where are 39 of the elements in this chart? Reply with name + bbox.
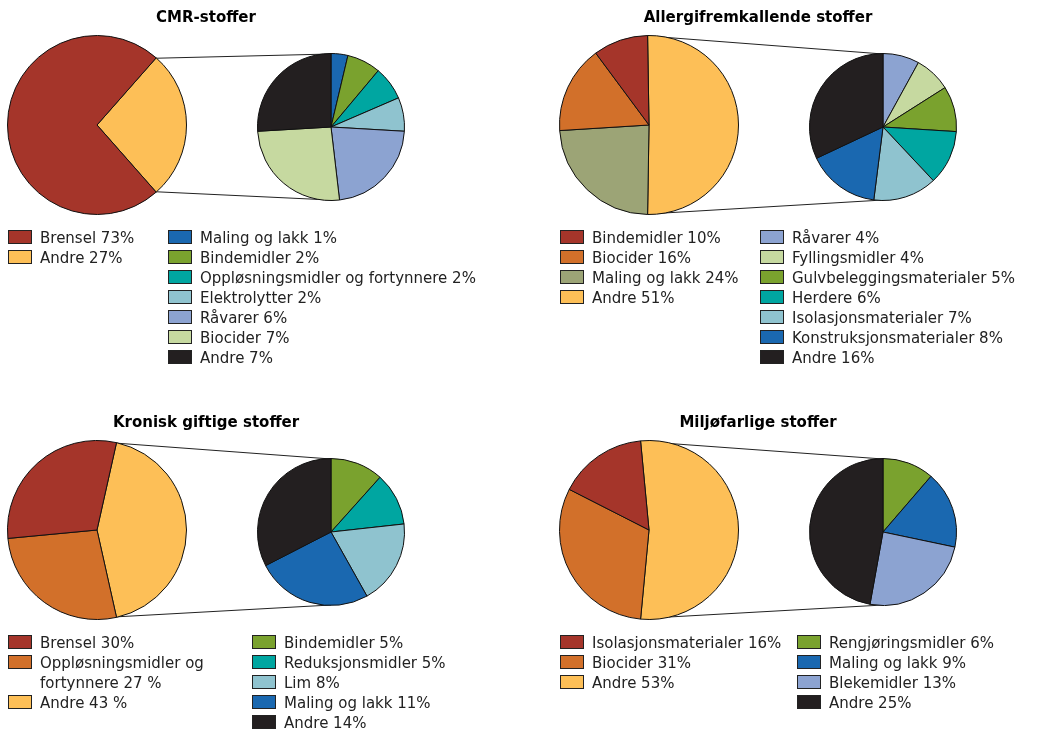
legend-label: Biocider 31% xyxy=(592,653,692,673)
legend-label: Andre 7% xyxy=(200,348,273,368)
legend-label: Oppløsningsmidler og fortynnere 27 % xyxy=(40,653,205,693)
legend-label: Oppløsningsmidler og fortynnere 2% xyxy=(200,268,476,288)
legend-label: Maling og lakk 9% xyxy=(829,653,967,673)
legend-label: Biocider 16% xyxy=(592,248,692,268)
legend-label: Råvarer 6% xyxy=(200,308,288,328)
legend-label: Andre 53% xyxy=(592,673,675,693)
legend-label: Maling og lakk 1% xyxy=(200,228,338,248)
legend-label: Maling og lakk 11% xyxy=(284,693,431,713)
legend-label: Brensel 73% xyxy=(40,228,135,248)
legend-label: Herdere 6% xyxy=(792,288,881,308)
legend-label: Råvarer 4% xyxy=(792,228,880,248)
legend-label: Maling og lakk 24% xyxy=(592,268,739,288)
legend-label: Isolasjonsmaterialer 16% xyxy=(592,633,782,653)
legend-label: Bindemidler 5% xyxy=(284,633,404,653)
legend-label: Andre 14% xyxy=(284,713,367,732)
legend-label: Bindemidler 2% xyxy=(200,248,320,268)
legend-label: Blekemidler 13% xyxy=(829,673,957,693)
legend-label: Andre 43 % xyxy=(40,693,128,713)
legend-label: Biocider 7% xyxy=(200,328,290,348)
legend-label: Fyllingsmidler 4% xyxy=(792,248,924,268)
legend-label: Gulvbeleggingsmaterialer 5% xyxy=(792,268,1015,288)
legend-label: Bindemidler 10% xyxy=(592,228,721,248)
legend-label: Andre 51% xyxy=(592,288,675,308)
legend-label: Andre 25% xyxy=(829,693,912,713)
legend-label: Rengjøringsmidler 6% xyxy=(829,633,994,653)
legend-label: Andre 27% xyxy=(40,248,123,268)
chart-title: Miljøfarlige stoffer xyxy=(678,413,838,431)
legend-label: Brensel 30% xyxy=(40,633,135,653)
legend-label: Lim 8% xyxy=(284,673,340,693)
legend-label: Reduksjonsmidler 5% xyxy=(284,653,446,673)
chart-title: Kronisk giftige stoffer xyxy=(111,413,301,431)
legend-label: Isolasjonsmaterialer 7% xyxy=(792,308,972,328)
legend-label: Andre 16% xyxy=(792,348,875,368)
chart-title: CMR-stoffer xyxy=(155,8,257,26)
legend-label: Konstruksjonsmaterialer 8% xyxy=(792,328,1003,348)
legend-label: Elektrolytter 2% xyxy=(200,288,322,308)
chart-title: Allergifremkallende stoffer xyxy=(642,8,874,26)
